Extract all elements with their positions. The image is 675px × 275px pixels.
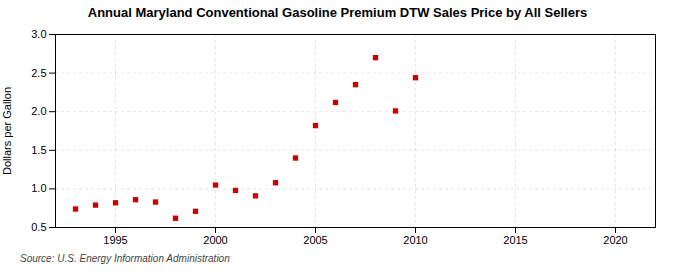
svg-text:0.5: 0.5 [31,221,46,233]
svg-text:2010: 2010 [403,234,427,246]
svg-text:1.0: 1.0 [31,182,46,194]
svg-text:2.0: 2.0 [31,105,46,117]
svg-text:2.5: 2.5 [31,67,46,79]
svg-text:3.0: 3.0 [31,28,46,40]
svg-text:1995: 1995 [103,234,127,246]
svg-text:2020: 2020 [603,234,627,246]
html-text:Source: U.S. Energy Informatio: Source: U.S. Energy Information Administ… [20,253,230,264]
html-text:Annual Maryland Conventional G: Annual Maryland Conventional Gasoline Pr… [87,5,588,20]
svg-text:2005: 2005 [303,234,327,246]
svg-text:2015: 2015 [503,234,527,246]
svg-text:2000: 2000 [203,234,227,246]
svg-text:Dollars per Gallon: Dollars per Gallon [1,87,13,175]
svg-text:1.5: 1.5 [31,144,46,156]
